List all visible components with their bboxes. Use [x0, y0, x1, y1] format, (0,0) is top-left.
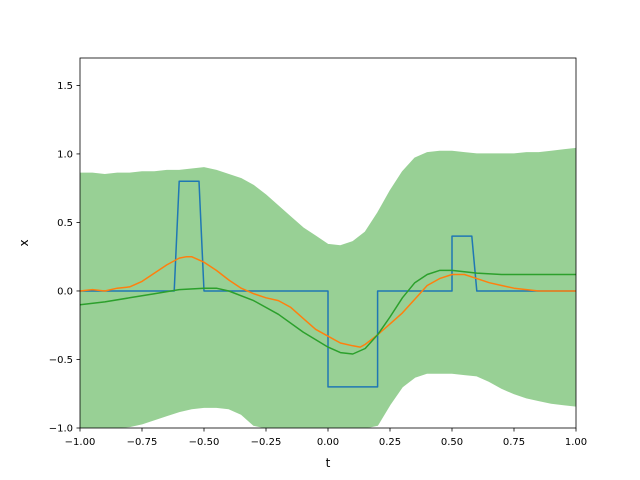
x-tick-label: 0.00 [317, 437, 339, 448]
series-orange-line [80, 255, 576, 348]
x-tick-label: 0.50 [441, 437, 463, 448]
y-tick-label: −1.0 [49, 424, 73, 435]
x-axis-label: t [326, 456, 331, 470]
y-axis-label: x [17, 239, 31, 246]
x-tick-label: 1.00 [565, 437, 587, 448]
y-tick-label: −0.5 [49, 355, 73, 366]
x-tick-label: −0.50 [189, 437, 220, 448]
x-tick-label: −0.75 [127, 437, 158, 448]
y-tick-label: 1.0 [57, 149, 73, 160]
y-tick-label: 0.0 [57, 286, 73, 297]
x-tick-label: −0.25 [251, 437, 282, 448]
series-blue-line [80, 180, 576, 388]
series-green-line [80, 269, 576, 355]
x-tick-label: 0.75 [503, 437, 525, 448]
x-tick-label: 0.25 [379, 437, 401, 448]
x-tick-label: −1.00 [65, 437, 96, 448]
axis-ticks: −1.00 −0.75 −0.50 −0.25 0.00 0.25 0.50 0.75 1.00… [49, 81, 587, 448]
confidence-band [80, 147, 576, 428]
y-tick-label: 0.5 [57, 218, 73, 229]
plot-area [80, 147, 576, 428]
y-tick-label: 1.5 [57, 81, 73, 92]
